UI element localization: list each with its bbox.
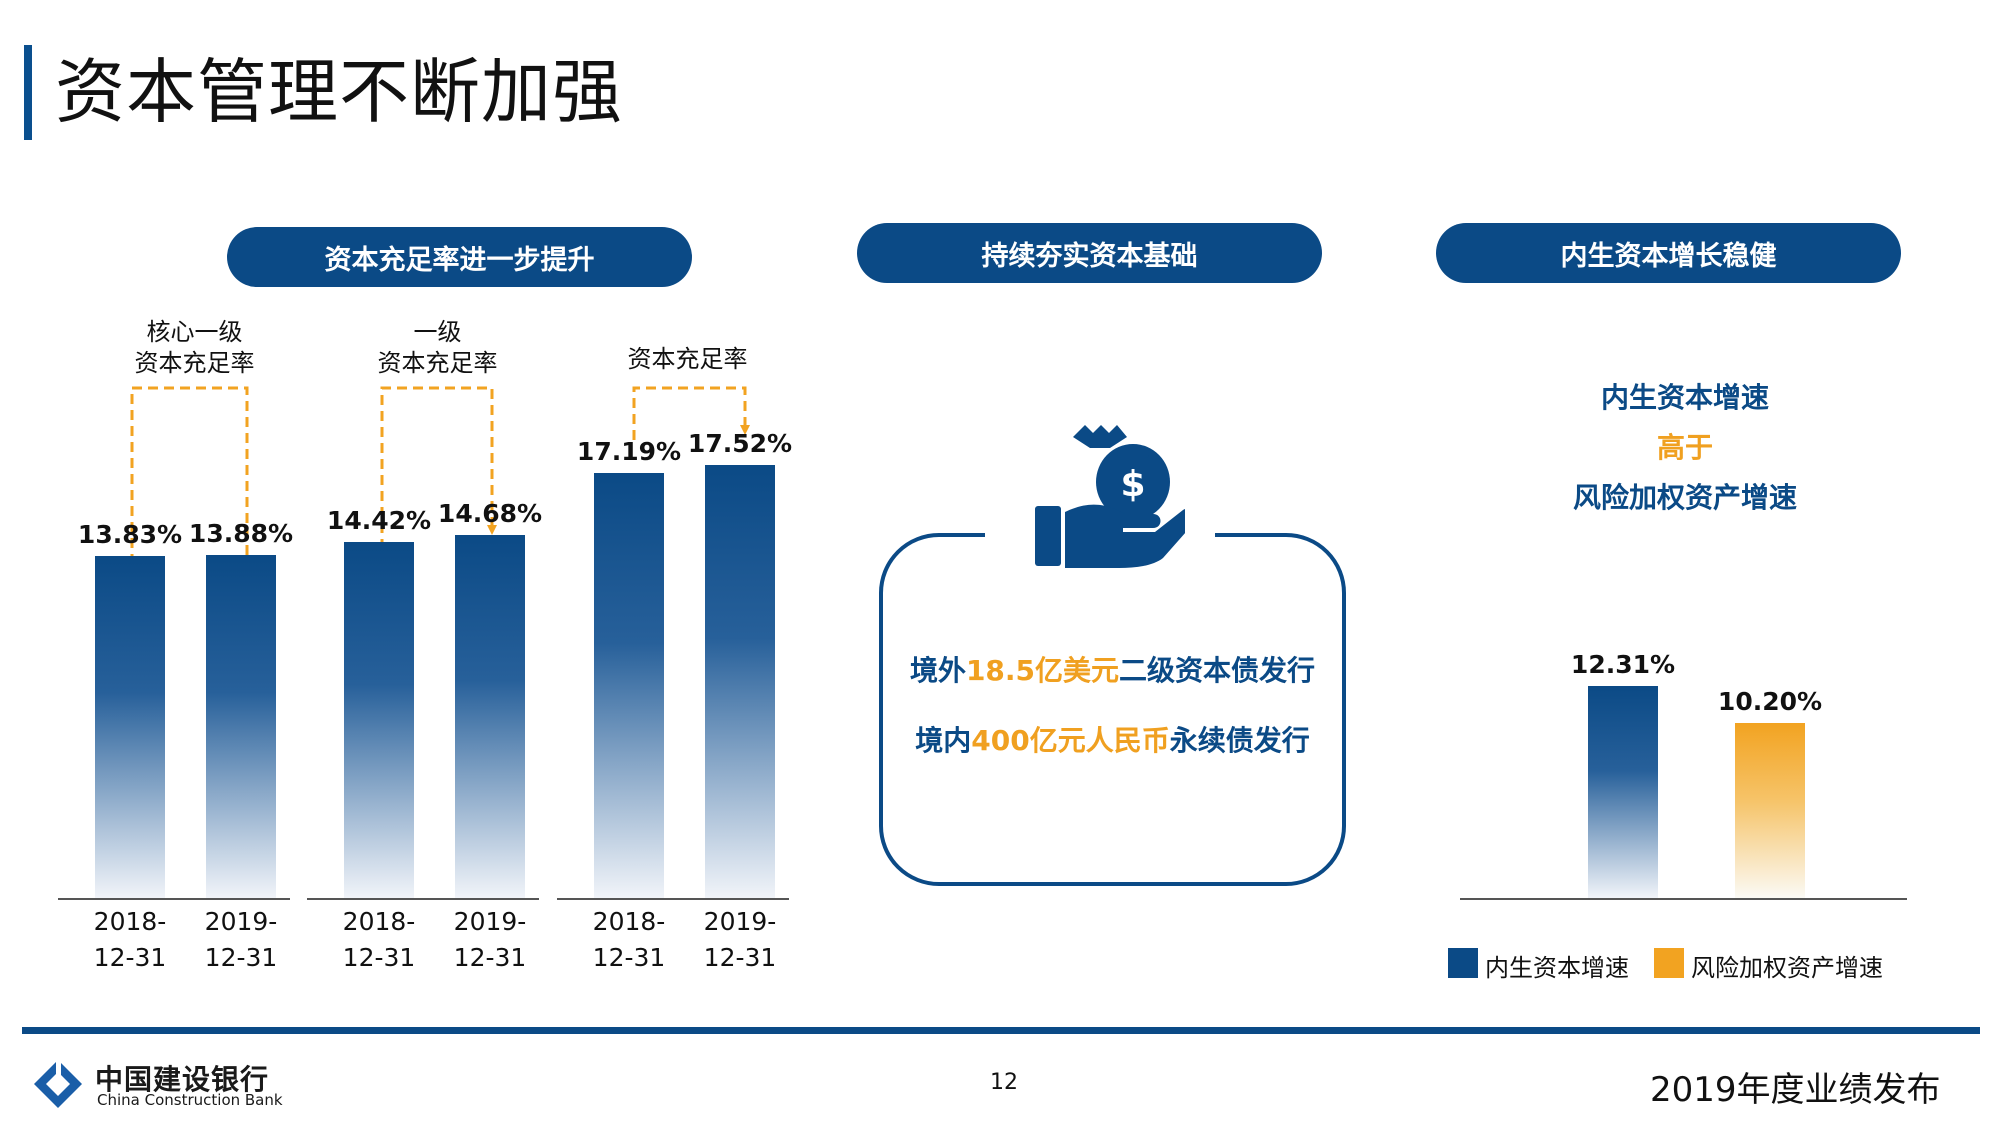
group-label-car: 资本充足率	[627, 345, 748, 373]
section-pill-endogenous-growth: 内生资本增长稳健	[1436, 223, 1901, 283]
overseas-bond-line: 境外18.5亿美元二级资本债发行	[909, 654, 1316, 687]
legend-label-rwa: 风险加权资产增速	[1691, 954, 1883, 982]
bar-0-1	[206, 555, 276, 898]
growth-bar-1	[1735, 723, 1805, 898]
x-tick-label: 2019- 12-31	[703, 907, 777, 972]
dashed-arrow-core-tier1	[130, 386, 252, 660]
x-tick-label: 2018- 12-31	[93, 907, 167, 972]
right-text-line2: 高于	[1656, 431, 1713, 464]
title-accent-bar	[24, 45, 32, 140]
axis-baseline-3	[557, 898, 789, 900]
bar-2-1	[705, 465, 775, 898]
axis-baseline-2	[307, 898, 539, 900]
hand-money-bag-icon: $	[1035, 425, 1185, 568]
growth-bar-0	[1588, 686, 1658, 898]
x-tick-label: 2019- 12-31	[204, 907, 278, 972]
bar-1-0	[344, 542, 414, 898]
section-pill-capital-adequacy: 资本充足率进一步提升	[227, 227, 692, 287]
growth-bar-value-label: 12.31%	[1570, 650, 1676, 679]
axis-baseline-1	[58, 898, 290, 900]
right-text-line1: 内生资本增速	[1600, 381, 1769, 414]
axis-baseline-right	[1460, 898, 1907, 900]
bar-1-1	[455, 535, 525, 898]
bank-name-cn: 中国建设银行	[95, 1063, 270, 1096]
page-number: 12	[990, 1070, 1018, 1095]
group-label-core-tier1: 核心一级 资本充足率	[134, 318, 255, 377]
dashed-arrow-car	[632, 386, 750, 440]
dashed-arrow-tier1	[380, 386, 497, 565]
right-text-line3: 风险加权资产增速	[1572, 481, 1797, 514]
growth-bar-value-label: 10.20%	[1717, 687, 1823, 716]
bar-value-label: 14.42%	[326, 506, 432, 535]
x-tick-label: 2018- 12-31	[342, 907, 416, 972]
domestic-bond-line: 境内400亿元人民币永续债发行	[915, 724, 1310, 757]
bar-0-0	[95, 556, 165, 898]
bar-value-label: 13.88%	[188, 519, 294, 548]
page-title: 资本管理不断加强	[55, 51, 623, 133]
legend-swatch-rwa	[1654, 948, 1684, 978]
section-pill-capital-base: 持续夯实资本基础	[857, 223, 1322, 283]
bar-value-label: 13.83%	[77, 520, 183, 549]
bar-value-label: 14.68%	[437, 499, 543, 528]
x-tick-label: 2019- 12-31	[453, 907, 527, 972]
legend-swatch-endogenous	[1448, 948, 1478, 978]
bar-value-label: 17.52%	[687, 429, 793, 458]
capital-issuance-box	[879, 533, 1346, 886]
bar-2-0	[594, 473, 664, 898]
x-tick-label: 2018- 12-31	[592, 907, 666, 972]
svg-text:$: $	[1120, 464, 1145, 505]
bank-name-en: China Construction Bank	[97, 1091, 283, 1109]
bar-value-label: 17.19%	[576, 437, 682, 466]
ccb-logo-icon	[34, 1058, 82, 1108]
report-title-footer: 2019年度业绩发布	[1650, 1070, 1941, 1110]
legend-label-endogenous: 内生资本增速	[1485, 954, 1629, 982]
group-label-tier1: 一级 资本充足率	[377, 318, 498, 377]
footer-rule	[22, 1027, 1980, 1034]
